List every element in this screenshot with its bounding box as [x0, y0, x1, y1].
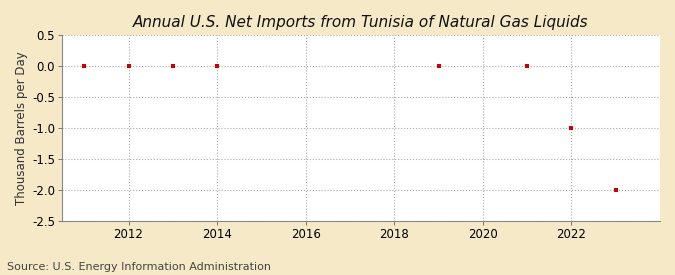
Text: Source: U.S. Energy Information Administration: Source: U.S. Energy Information Administ…	[7, 262, 271, 272]
Title: Annual U.S. Net Imports from Tunisia of Natural Gas Liquids: Annual U.S. Net Imports from Tunisia of …	[133, 15, 589, 30]
Y-axis label: Thousand Barrels per Day: Thousand Barrels per Day	[15, 51, 28, 205]
